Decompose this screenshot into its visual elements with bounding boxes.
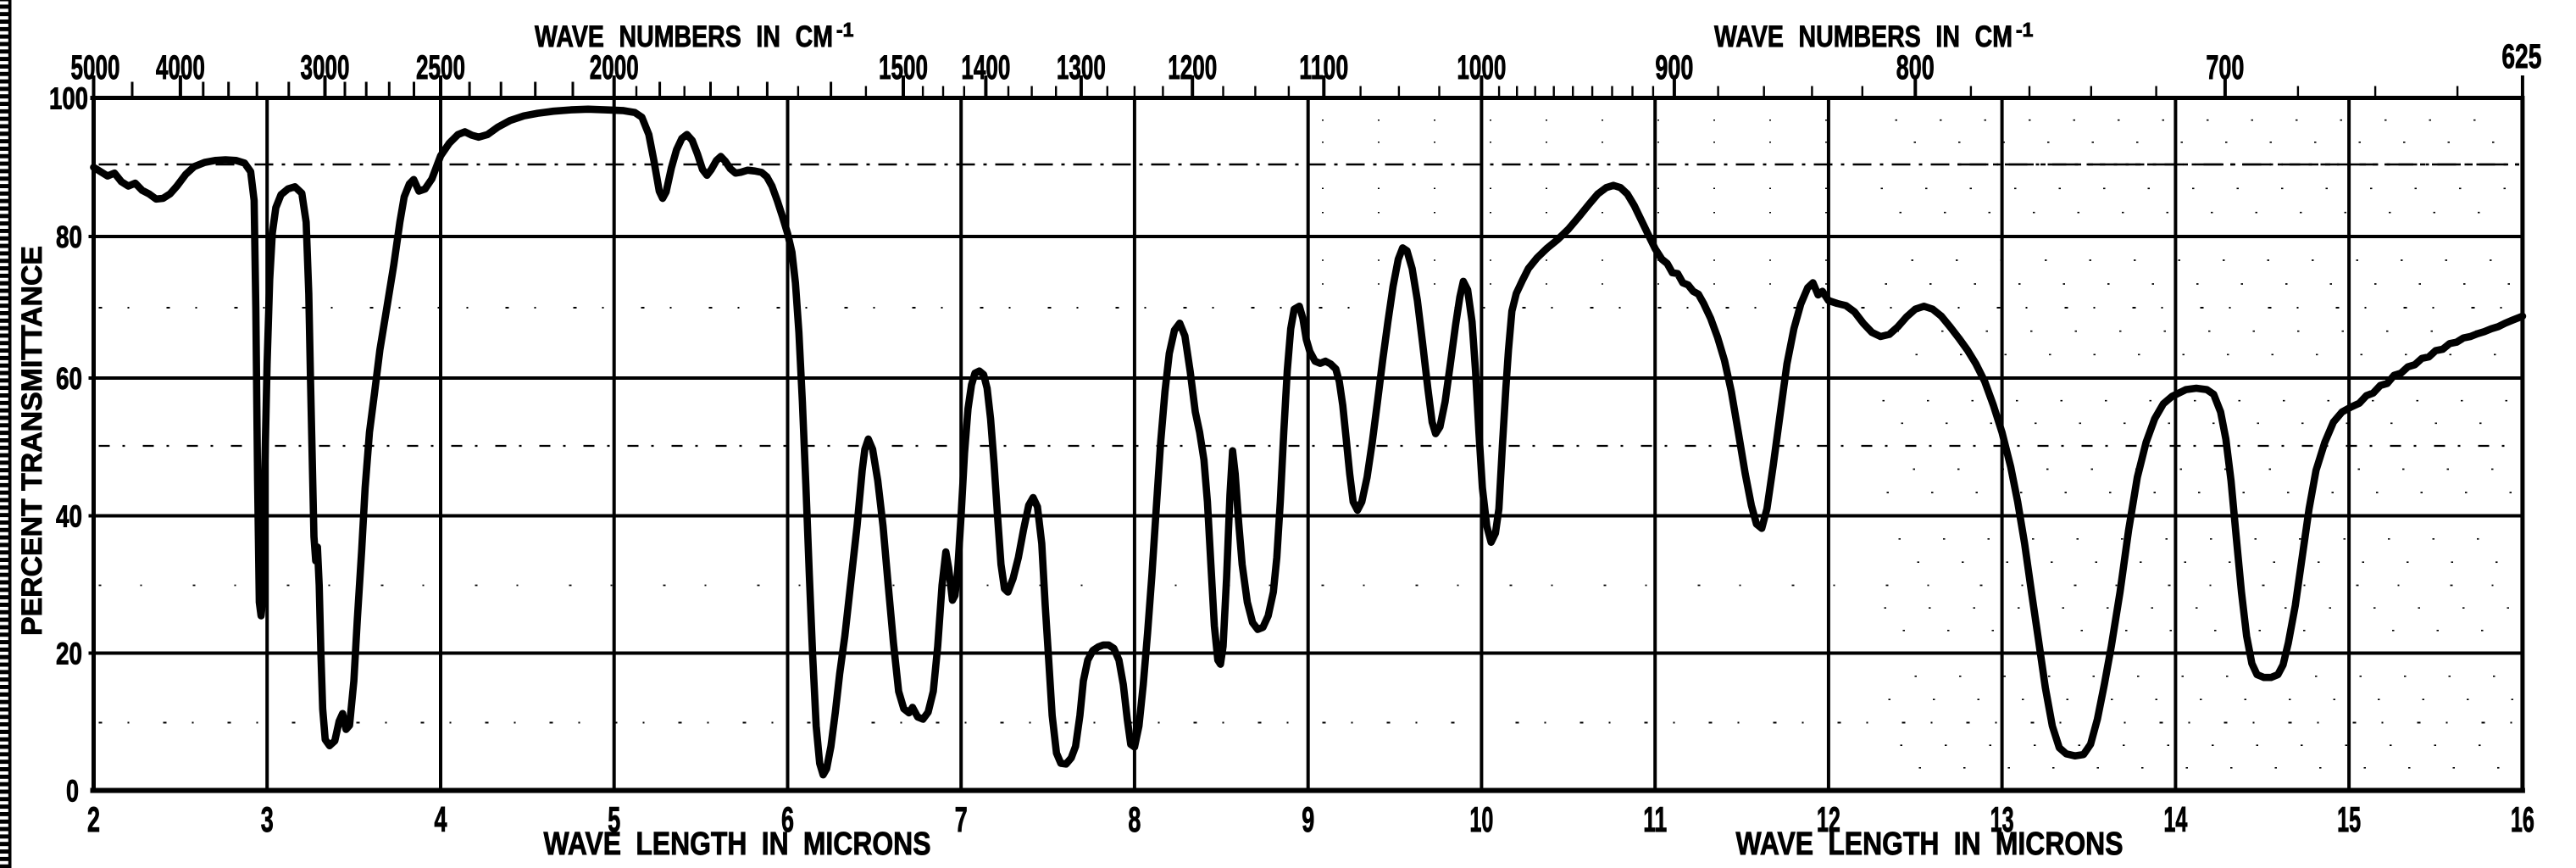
svg-text:20: 20 xyxy=(56,637,82,671)
svg-text:80: 80 xyxy=(56,220,82,254)
svg-text:1300: 1300 xyxy=(1057,49,1106,86)
svg-text:-1: -1 xyxy=(836,19,854,41)
svg-text:1100: 1100 xyxy=(1299,49,1348,86)
svg-text:14: 14 xyxy=(2163,799,2187,839)
svg-text:625: 625 xyxy=(2501,38,2541,75)
svg-text:1000: 1000 xyxy=(1457,49,1506,86)
svg-text:7: 7 xyxy=(955,799,968,839)
svg-text:9: 9 xyxy=(1302,799,1314,839)
svg-text:3: 3 xyxy=(261,799,274,839)
svg-text:2: 2 xyxy=(87,799,100,839)
svg-text:1200: 1200 xyxy=(1168,49,1217,86)
svg-text:6: 6 xyxy=(781,799,794,839)
svg-text:3000: 3000 xyxy=(301,49,350,86)
svg-text:12: 12 xyxy=(1817,799,1840,839)
svg-text:WAVE NUMBERS IN CM: WAVE NUMBERS IN CM xyxy=(535,20,833,53)
svg-text:5000: 5000 xyxy=(71,49,120,86)
svg-text:WAVE LENGTH IN MICRONS: WAVE LENGTH IN MICRONS xyxy=(544,826,931,862)
svg-text:11: 11 xyxy=(1643,799,1667,839)
svg-text:4000: 4000 xyxy=(156,49,205,86)
svg-text:WAVE NUMBERS IN CM: WAVE NUMBERS IN CM xyxy=(1714,20,2012,53)
svg-text:0: 0 xyxy=(66,774,79,809)
svg-text:2500: 2500 xyxy=(416,49,465,86)
svg-text:15: 15 xyxy=(2337,799,2361,839)
svg-text:10: 10 xyxy=(1469,799,1493,839)
svg-text:13: 13 xyxy=(1990,799,2014,839)
svg-text:800: 800 xyxy=(1896,49,1935,86)
svg-text:8: 8 xyxy=(1128,799,1141,839)
svg-text:60: 60 xyxy=(56,361,82,396)
svg-text:WAVE LENGTH IN MICRONS: WAVE LENGTH IN MICRONS xyxy=(1736,826,2124,862)
svg-text:700: 700 xyxy=(2206,49,2244,86)
svg-text:100: 100 xyxy=(49,81,88,116)
svg-text:16: 16 xyxy=(2511,799,2534,839)
svg-text:5: 5 xyxy=(608,799,620,839)
svg-text:4: 4 xyxy=(435,799,447,839)
svg-text:1500: 1500 xyxy=(879,49,928,86)
svg-text:2000: 2000 xyxy=(590,49,639,86)
svg-text:900: 900 xyxy=(1655,49,1693,86)
svg-text:40: 40 xyxy=(56,499,82,534)
svg-text:-1: -1 xyxy=(2016,19,2034,41)
svg-text:PERCENT TRANSMITTANCE: PERCENT TRANSMITTANCE xyxy=(16,246,48,636)
svg-text:1400: 1400 xyxy=(961,49,1010,86)
